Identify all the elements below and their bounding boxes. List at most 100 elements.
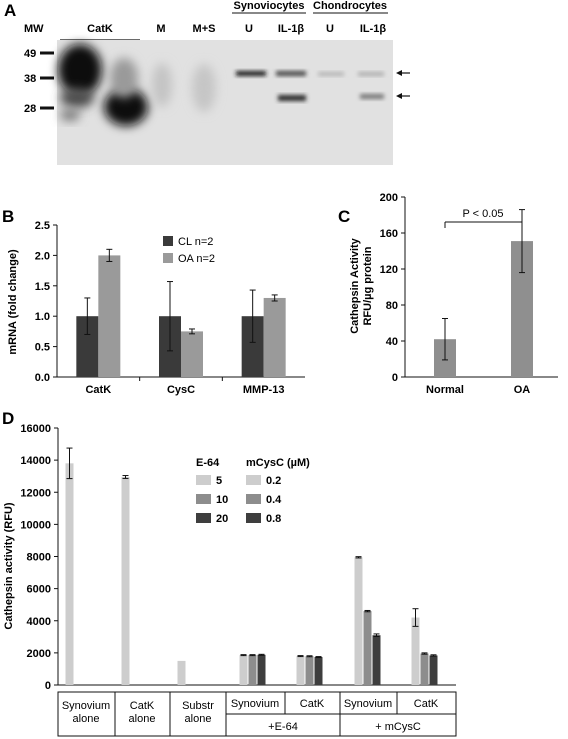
- d-y-tick-label: 14000: [20, 455, 51, 467]
- b-x-tick-label: CysC: [167, 384, 195, 396]
- d-cat-synovium-alone-1: Synovium: [62, 700, 110, 712]
- panel-letter-d: D: [2, 409, 14, 428]
- c-significance: P < 0.05: [444, 208, 523, 228]
- b-legend: CL n=2 OA n=2: [163, 236, 215, 265]
- lane-label-syn-u: U: [245, 23, 253, 35]
- d-legend-mcysc-0-2: 0.2: [266, 475, 281, 487]
- panel-d: D Cathepsin activity (RFU) 0 2000 4000 6000…: [2, 409, 457, 737]
- gel-image: [57, 40, 393, 165]
- lane-label-syn-il1b: IL-1β: [278, 23, 305, 35]
- b-x-tick-label: CatK: [85, 384, 111, 396]
- b-y-tick-label: 2.0: [35, 250, 50, 262]
- d-cat-substr-alone-1: Substr: [182, 700, 214, 712]
- d-y-tick-label: 4000: [27, 616, 51, 628]
- d-cat-e64-group: +E-64: [268, 721, 298, 733]
- c-y-tick-label: 40: [386, 336, 398, 348]
- d-error-bar: [306, 655, 313, 658]
- b-axes: 0.0 0.5 1.0 1.5 2.0 2.5 CatK CysC MMP-13: [35, 220, 305, 396]
- d-cat-substr-alone-2: alone: [185, 713, 212, 725]
- b-y-axis-label: mRNA (fold change): [7, 249, 19, 355]
- b-bar: [263, 297, 286, 377]
- d-bar: [239, 655, 248, 685]
- d-legend-swatch-e64-5: [196, 475, 211, 485]
- d-y-tick-label: 6000: [27, 584, 51, 596]
- d-error-bar: [412, 608, 419, 627]
- panel-a: A MW CatK M M+S Synoviocytes Chondrocyte…: [4, 0, 410, 165]
- c-y-tick-label: 160: [380, 228, 398, 240]
- d-category-table: Synovium alone CatK alone Substr alone S…: [57, 691, 457, 737]
- gel-mw-header: MW: [24, 23, 44, 35]
- b-legend-swatch-cl: [163, 236, 173, 246]
- d-legend-mcysc-header: mCysC (µM): [246, 457, 310, 469]
- c-error-bar: [442, 318, 448, 361]
- d-legend-e64-5: 5: [216, 475, 222, 487]
- lane-label-cho-il1b: IL-1β: [360, 23, 387, 35]
- d-error-bar: [249, 654, 256, 657]
- d-bar: [305, 656, 314, 685]
- d-legend-e64-header: E-64: [196, 457, 220, 469]
- group-label-chondrocytes: Chondrocytes: [313, 0, 387, 12]
- b-y-tick-label: 2.5: [35, 220, 50, 232]
- d-legend-e64-20: 20: [216, 513, 228, 525]
- c-y-axis-label-2: RFU/µg protein: [362, 246, 374, 325]
- b-bar: [241, 316, 264, 377]
- d-error-bar: [297, 655, 304, 658]
- d-error-bar: [430, 654, 437, 657]
- b-legend-swatch-oa: [163, 253, 173, 263]
- d-bar: [248, 655, 257, 685]
- d-legend-e64-10: 10: [216, 494, 228, 506]
- c-bar: [511, 241, 533, 377]
- d-cat-e64-catk: CatK: [300, 698, 325, 710]
- b-error-bar: [167, 281, 173, 352]
- c-bars: [434, 209, 533, 377]
- b-x-tick-label: MMP-13: [243, 384, 285, 396]
- d-bar: [354, 557, 363, 685]
- lane-label-cho-u: U: [326, 23, 334, 35]
- b-bar: [98, 255, 121, 377]
- d-y-tick-label: 12000: [20, 487, 51, 499]
- b-y-tick-label: 0.0: [35, 372, 50, 384]
- d-cat-mcysc-catk: CatK: [414, 698, 439, 710]
- c-y-tick-label: 0: [392, 372, 398, 384]
- d-bar: [314, 657, 323, 685]
- d-y-axis-label: Cathepsin activity (RFU): [3, 502, 15, 629]
- c-axes: 0 40 80 120 160 200 Normal OA: [380, 192, 558, 396]
- band-arrow-lower: [396, 93, 410, 99]
- d-legend-swatch-e64-20: [196, 513, 211, 523]
- d-y-tick-label: 2000: [27, 648, 51, 660]
- d-bar: [296, 656, 305, 685]
- d-bar: [65, 463, 74, 685]
- d-legend-mcysc-0-8: 0.8: [266, 513, 281, 525]
- d-error-bar: [122, 475, 129, 479]
- d-bar: [257, 654, 266, 685]
- b-legend-oa: OA n=2: [178, 253, 215, 265]
- d-legend-swatch-mcysc-0-4: [246, 494, 261, 504]
- panel-letter-a: A: [4, 1, 16, 20]
- lane-label-m-s: M+S: [193, 23, 216, 35]
- panel-b: B mRNA (fold change) 0.0 0.5 1.0 1.5 2.0 2.5 C…: [2, 207, 305, 396]
- group-label-synoviocytes: Synoviocytes: [234, 0, 305, 12]
- d-legend-swatch-mcysc-0-8: [246, 513, 261, 523]
- d-y-tick-label: 10000: [20, 519, 51, 531]
- d-cat-catk-alone-2: alone: [129, 713, 156, 725]
- c-y-tick-label: 120: [380, 264, 398, 276]
- d-bar: [121, 476, 130, 685]
- c-p-value: P < 0.05: [462, 208, 503, 220]
- d-bar: [363, 611, 372, 685]
- lane-label-catk: CatK: [87, 23, 113, 35]
- d-cat-mcysc-synovium: Synovium: [344, 698, 392, 710]
- b-error-bar: [189, 328, 195, 335]
- panel-letter-c: C: [338, 207, 350, 226]
- d-bars: [65, 447, 438, 685]
- b-error-bar: [271, 294, 278, 302]
- d-cat-catk-alone-1: CatK: [130, 700, 155, 712]
- c-x-tick-label: Normal: [426, 384, 464, 396]
- b-error-bar: [106, 248, 113, 262]
- c-error-bar: [519, 209, 525, 274]
- d-bar: [177, 660, 186, 685]
- d-error-bar: [364, 609, 371, 613]
- d-error-bar: [66, 447, 73, 480]
- b-bar: [76, 316, 99, 377]
- d-error-bar: [355, 556, 362, 559]
- d-y-tick-label: 0: [45, 680, 51, 692]
